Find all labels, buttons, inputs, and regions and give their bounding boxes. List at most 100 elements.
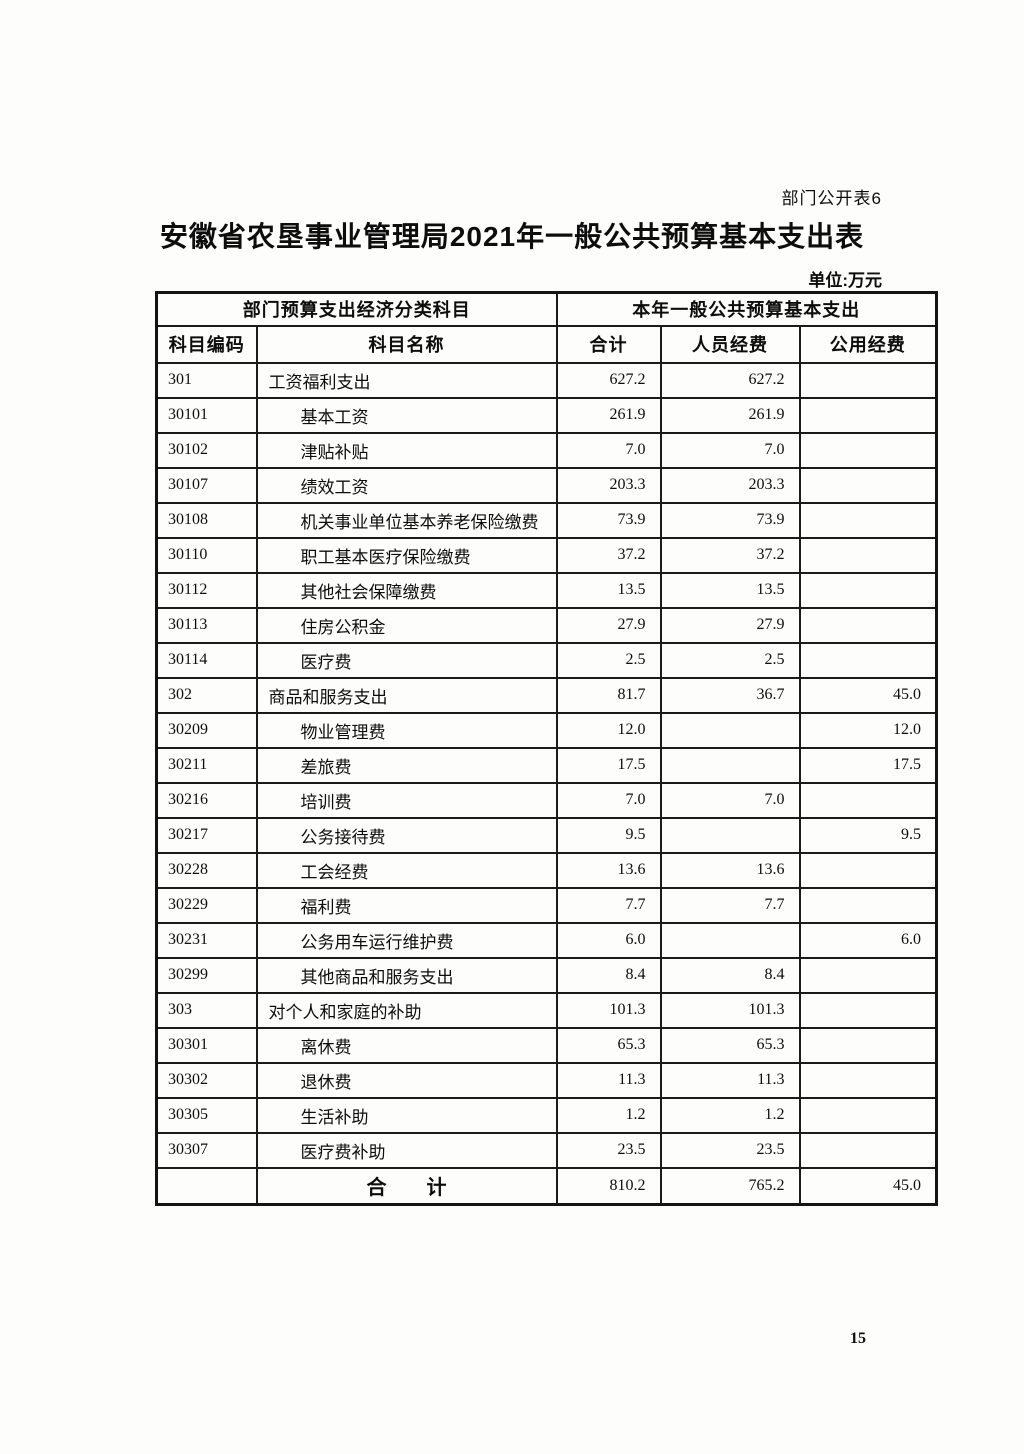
- cell-total: 11.3: [555, 1061, 662, 1099]
- cell-total: 8.4: [555, 956, 662, 994]
- cell-code: 30228: [155, 851, 258, 889]
- table-row: 30229 福利费 7.7 7.7: [155, 886, 938, 924]
- group-header-row: 部门预算支出经济分类科目 本年一般公共预算基本支出: [155, 291, 938, 327]
- total-cell-code: [155, 1166, 258, 1206]
- table-footer: 合 计 810.2 765.2 45.0: [155, 1166, 938, 1206]
- cell-total: 27.9: [555, 606, 662, 644]
- cell-total: 7.0: [555, 781, 662, 819]
- cell-code: 30113: [155, 606, 258, 644]
- table-row: 30299 其他商品和服务支出 8.4 8.4: [155, 956, 938, 994]
- cell-code: 30108: [155, 501, 258, 539]
- cell-name: 绩效工资: [255, 466, 558, 504]
- cell-name: 公务用车运行维护费: [255, 921, 558, 959]
- cell-code: 30114: [155, 641, 258, 679]
- cell-public: [798, 466, 938, 504]
- table-row: 30113 住房公积金 27.9 27.9: [155, 606, 938, 644]
- cell-personnel: 13.5: [659, 571, 801, 609]
- cell-public: [798, 991, 938, 1029]
- cell-code: 30307: [155, 1131, 258, 1169]
- budget-table: 部门预算支出经济分类科目 本年一般公共预算基本支出 科目编码 科目名称 合计 人…: [155, 291, 939, 1206]
- cell-total: 73.9: [555, 501, 662, 539]
- cell-public: [798, 431, 938, 469]
- cell-total: 65.3: [555, 1026, 662, 1064]
- cell-total: 37.2: [555, 536, 662, 574]
- table-row: 30301 离休费 65.3 65.3: [155, 1026, 938, 1064]
- cell-public: [798, 396, 938, 434]
- cell-personnel: 203.3: [659, 466, 801, 504]
- table-row: 303 对个人和家庭的补助 101.3 101.3: [155, 991, 938, 1029]
- cell-name: 职工基本医疗保险缴费: [255, 536, 558, 574]
- table-row: 30307 医疗费补助 23.5 23.5: [155, 1131, 938, 1169]
- cell-name: 商品和服务支出: [255, 676, 558, 714]
- cell-code: 30102: [155, 431, 258, 469]
- cell-personnel: 11.3: [659, 1061, 801, 1099]
- cell-public: 17.5: [798, 746, 938, 784]
- cell-total: 81.7: [555, 676, 662, 714]
- table-row: 30108 机关事业单位基本养老保险缴费 73.9 73.9: [155, 501, 938, 539]
- cell-public: [798, 781, 938, 819]
- cell-name: 物业管理费: [255, 711, 558, 749]
- cell-code: 30302: [155, 1061, 258, 1099]
- cell-personnel: 7.0: [659, 431, 801, 469]
- cell-public: 12.0: [798, 711, 938, 749]
- cell-total: 12.0: [555, 711, 662, 749]
- cell-name: 医疗费: [255, 641, 558, 679]
- column-header-public: 公用经费: [798, 324, 938, 364]
- table-row: 30114 医疗费 2.5 2.5: [155, 641, 938, 679]
- table-row: 301 工资福利支出 627.2 627.2: [155, 361, 938, 399]
- cell-public: [798, 571, 938, 609]
- cell-public: [798, 886, 938, 924]
- table-row: 30211 差旅费 17.5 17.5: [155, 746, 938, 784]
- table-row: 30209 物业管理费 12.0 12.0: [155, 711, 938, 749]
- cell-name: 退休费: [255, 1061, 558, 1099]
- cell-personnel: 261.9: [659, 396, 801, 434]
- cell-personnel: 101.3: [659, 991, 801, 1029]
- cell-personnel: [659, 711, 801, 749]
- cell-total: 7.7: [555, 886, 662, 924]
- cell-name: 医疗费补助: [255, 1131, 558, 1169]
- cell-personnel: 627.2: [659, 361, 801, 399]
- cell-name: 生活补助: [255, 1096, 558, 1134]
- cell-code: 30301: [155, 1026, 258, 1064]
- cell-public: [798, 606, 938, 644]
- table-row: 30112 其他社会保障缴费 13.5 13.5: [155, 571, 938, 609]
- page-number: 15: [850, 1330, 866, 1347]
- cell-total: 9.5: [555, 816, 662, 854]
- cell-personnel: 2.5: [659, 641, 801, 679]
- cell-public: [798, 1096, 938, 1134]
- cell-code: 30107: [155, 466, 258, 504]
- cell-public: 6.0: [798, 921, 938, 959]
- cell-personnel: 23.5: [659, 1131, 801, 1169]
- cell-code: 30101: [155, 396, 258, 434]
- cell-code: 30217: [155, 816, 258, 854]
- cell-total: 1.2: [555, 1096, 662, 1134]
- cell-name: 其他商品和服务支出: [255, 956, 558, 994]
- cell-total: 13.5: [555, 571, 662, 609]
- cell-personnel: 37.2: [659, 536, 801, 574]
- cell-total: 6.0: [555, 921, 662, 959]
- cell-name: 住房公积金: [255, 606, 558, 644]
- cell-name: 培训费: [255, 781, 558, 819]
- cell-personnel: 73.9: [659, 501, 801, 539]
- cell-name: 公务接待费: [255, 816, 558, 854]
- cell-public: [798, 1061, 938, 1099]
- cell-personnel: 27.9: [659, 606, 801, 644]
- total-cell-name: 合 计: [255, 1166, 558, 1206]
- cell-total: 261.9: [555, 396, 662, 434]
- cell-code: 30211: [155, 746, 258, 784]
- cell-code: 30216: [155, 781, 258, 819]
- cell-code: 30110: [155, 536, 258, 574]
- cell-total: 101.3: [555, 991, 662, 1029]
- column-header-name: 科目名称: [255, 324, 558, 364]
- total-cell-public: 45.0: [798, 1166, 938, 1206]
- cell-personnel: 36.7: [659, 676, 801, 714]
- cell-name: 其他社会保障缴费: [255, 571, 558, 609]
- cell-public: 9.5: [798, 816, 938, 854]
- group-header-left: 部门预算支出经济分类科目: [155, 291, 558, 327]
- table-row: 30216 培训费 7.0 7.0: [155, 781, 938, 819]
- cell-name: 津贴补贴: [255, 431, 558, 469]
- table-row: 30217 公务接待费 9.5 9.5: [155, 816, 938, 854]
- cell-public: [798, 1131, 938, 1169]
- cell-name: 对个人和家庭的补助: [255, 991, 558, 1029]
